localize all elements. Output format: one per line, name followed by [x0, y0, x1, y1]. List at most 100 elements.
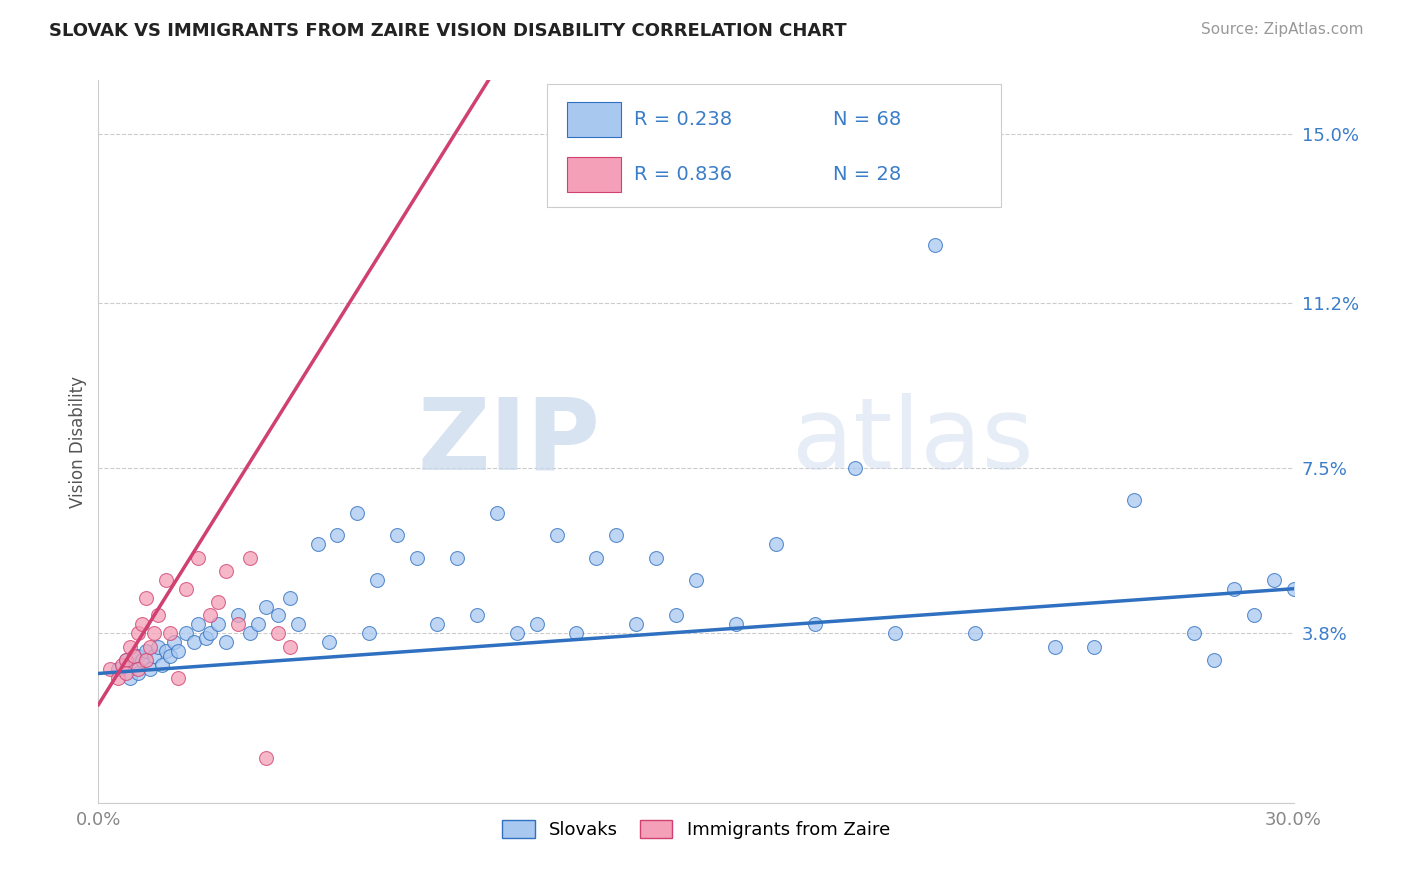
Point	[526, 617, 548, 632]
Point	[139, 640, 162, 654]
Point	[159, 626, 181, 640]
Point	[143, 626, 166, 640]
Point	[406, 550, 429, 565]
Point	[1182, 626, 1205, 640]
Point	[115, 653, 138, 667]
Point	[131, 617, 153, 632]
Point	[1243, 608, 1265, 623]
Point	[150, 657, 173, 672]
Point	[120, 640, 142, 654]
Point	[1223, 582, 1246, 596]
Point	[963, 626, 986, 640]
FancyBboxPatch shape	[547, 84, 1001, 207]
Point	[446, 550, 468, 565]
Point	[120, 671, 142, 685]
Text: R = 0.836: R = 0.836	[634, 165, 733, 184]
Point	[207, 617, 229, 632]
Point	[198, 626, 221, 640]
Point	[187, 550, 209, 565]
Point	[187, 617, 209, 632]
Point	[385, 528, 409, 542]
Point	[207, 595, 229, 609]
Legend: Slovaks, Immigrants from Zaire: Slovaks, Immigrants from Zaire	[494, 811, 898, 848]
Point	[1043, 640, 1066, 654]
Text: atlas: atlas	[792, 393, 1033, 490]
Text: SLOVAK VS IMMIGRANTS FROM ZAIRE VISION DISABILITY CORRELATION CHART: SLOVAK VS IMMIGRANTS FROM ZAIRE VISION D…	[49, 22, 846, 40]
Point	[124, 648, 146, 663]
Point	[426, 617, 449, 632]
Point	[307, 537, 329, 551]
Point	[246, 617, 269, 632]
Point	[506, 626, 529, 640]
Text: N = 68: N = 68	[834, 110, 901, 128]
Point	[107, 662, 129, 676]
Point	[135, 653, 157, 667]
Point	[239, 626, 262, 640]
Point	[366, 573, 388, 587]
Point	[155, 573, 177, 587]
Text: R = 0.238: R = 0.238	[634, 110, 733, 128]
Point	[127, 626, 149, 640]
Point	[485, 506, 508, 520]
Point	[1083, 640, 1105, 654]
Point	[287, 617, 309, 632]
Point	[1202, 653, 1225, 667]
Point	[924, 238, 946, 252]
Point	[167, 644, 190, 658]
Point	[278, 591, 301, 605]
Point	[765, 537, 787, 551]
Point	[326, 528, 349, 542]
Point	[148, 608, 170, 623]
Point	[135, 591, 157, 605]
Point	[127, 648, 149, 663]
Point	[183, 635, 205, 649]
Point	[565, 626, 588, 640]
Point	[167, 671, 190, 685]
FancyBboxPatch shape	[567, 102, 620, 136]
Point	[131, 653, 153, 667]
Point	[267, 626, 290, 640]
Point	[267, 608, 290, 623]
Point	[278, 640, 301, 654]
Point	[124, 657, 146, 672]
Point	[107, 671, 129, 685]
Point	[685, 573, 707, 587]
Point	[127, 662, 149, 676]
Point	[665, 608, 688, 623]
Point	[844, 461, 866, 475]
Point	[318, 635, 340, 649]
Point	[215, 635, 238, 649]
Point	[465, 608, 488, 623]
Point	[139, 662, 162, 676]
Point	[359, 626, 381, 640]
Text: N = 28: N = 28	[834, 165, 901, 184]
FancyBboxPatch shape	[567, 157, 620, 192]
Point	[585, 550, 607, 565]
Point	[226, 608, 249, 623]
Text: ZIP: ZIP	[418, 393, 600, 490]
Point	[98, 662, 122, 676]
Point	[215, 564, 238, 578]
Point	[239, 550, 262, 565]
Point	[254, 751, 277, 765]
Point	[135, 644, 157, 658]
Point	[163, 635, 186, 649]
Point	[174, 626, 197, 640]
Point	[115, 653, 138, 667]
Point	[626, 617, 648, 632]
Point	[226, 617, 249, 632]
Point	[1282, 582, 1305, 596]
Point	[804, 617, 827, 632]
Point	[346, 506, 368, 520]
Point	[645, 550, 668, 565]
Point	[724, 617, 747, 632]
Point	[148, 640, 170, 654]
Point	[195, 631, 218, 645]
Point	[115, 666, 138, 681]
Point	[546, 528, 568, 542]
Point	[127, 666, 149, 681]
Point	[1263, 573, 1285, 587]
Text: Source: ZipAtlas.com: Source: ZipAtlas.com	[1201, 22, 1364, 37]
Point	[143, 648, 166, 663]
Point	[198, 608, 221, 623]
